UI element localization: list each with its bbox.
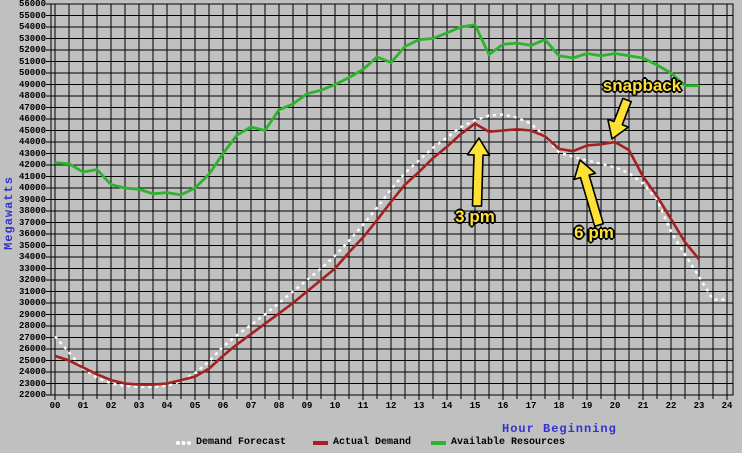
y-tick-label: 43000	[18, 148, 46, 159]
x-tick-label: 19	[581, 401, 593, 411]
annotation-arrow-6-pm	[573, 159, 605, 228]
series-available-resources	[54, 23, 699, 197]
x-tick-label: 10	[329, 401, 341, 411]
y-tick-label: 29000	[18, 309, 46, 320]
y-tick-label: 47000	[18, 102, 46, 113]
y-tick-label: 34000	[18, 252, 46, 262]
annotation-3pm: 3 pm	[455, 207, 495, 226]
y-tick-label: 25000	[18, 355, 46, 366]
y-tick-label: 42000	[18, 160, 46, 170]
y-tick-label: 41000	[18, 171, 46, 182]
y-tick-label: 49000	[18, 79, 46, 90]
x-tick-label: 11	[357, 401, 369, 411]
legend-item-actual-demand: Actual Demand	[313, 437, 411, 448]
x-tick-label: 20	[609, 401, 621, 411]
plot-border	[50, 3, 734, 396]
x-tick-label: 15	[469, 401, 481, 411]
y-tick-label: 48000	[18, 91, 46, 101]
y-tick-label: 37000	[18, 217, 46, 228]
x-tick-label: 07	[245, 401, 257, 411]
y-tick-label: 33000	[18, 263, 46, 274]
y-tick-label: 36000	[18, 229, 46, 239]
x-tick-label: 21	[637, 401, 649, 411]
y-tick-label: 35000	[18, 240, 46, 251]
x-tick-label: 02	[105, 401, 117, 411]
x-tick-label: 24	[721, 401, 733, 411]
y-tick-label: 39000	[18, 194, 46, 205]
y-tick-label: 32000	[18, 275, 46, 285]
x-tick-label: 18	[553, 401, 565, 411]
legend-item-available-resources: Available Resources	[431, 437, 565, 448]
annotation-6pm: 6 pm	[574, 223, 614, 242]
x-tick-label: 13	[413, 401, 425, 411]
x-tick-label: 04	[161, 401, 173, 411]
series-actual-demand	[54, 122, 701, 386]
y-tick-label: 26000	[18, 344, 46, 354]
legend-label-available-resources: Available Resources	[451, 437, 566, 448]
available-resources-swatch	[431, 440, 446, 445]
x-tick-label: 08	[273, 401, 285, 411]
x-tick-label: 06	[217, 401, 229, 411]
y-tick-label: 28000	[18, 321, 46, 331]
demand-forecast-swatch	[176, 440, 191, 445]
y-tick-label: 22000	[18, 390, 46, 400]
y-tick-label: 55000	[18, 10, 46, 21]
annotation-snapback: snapback	[602, 76, 682, 95]
y-tick-label: 30000	[18, 298, 46, 308]
x-tick-label: 01	[77, 401, 89, 411]
x-tick-label: 22	[665, 401, 677, 411]
legend-item-demand-forecast: Demand Forecast	[176, 437, 286, 448]
annotation-arrow-3-pm	[466, 137, 491, 207]
y-tick-label: 54000	[18, 22, 46, 32]
y-tick-label: 56000	[18, 0, 46, 9]
y-tick-label: 23000	[18, 378, 46, 389]
legend-label-actual-demand: Actual Demand	[333, 437, 412, 448]
annotation-arrow-snapback	[606, 97, 633, 140]
y-tick-label: 53000	[18, 33, 46, 44]
y-tick-label: 31000	[18, 286, 46, 297]
y-tick-label: 51000	[18, 56, 46, 67]
x-tick-label: 17	[525, 401, 537, 411]
y-tick-label: 45000	[18, 125, 46, 136]
y-tick-label: 24000	[18, 367, 46, 377]
actual-demand-swatch	[313, 440, 328, 445]
x-tick-label: 23	[693, 401, 705, 411]
legend-label-demand-forecast: Demand Forecast	[196, 437, 287, 448]
x-tick-label: 16	[497, 401, 509, 411]
x-tick-label: 03	[133, 401, 145, 411]
y-tick-label: 40000	[18, 183, 46, 193]
y-tick-label: 50000	[18, 68, 46, 78]
y-tick-label: 44000	[18, 137, 46, 147]
y-tick-label: 52000	[18, 45, 46, 55]
x-tick-label: 09	[301, 401, 313, 411]
y-tick-label: 46000	[18, 114, 46, 124]
x-tick-label: 12	[385, 401, 397, 411]
x-tick-label: 14	[441, 401, 453, 411]
y-tick-label: 27000	[18, 332, 46, 343]
x-tick-label: 00	[49, 401, 61, 411]
x-tick-label: 05	[189, 401, 201, 411]
y-tick-label: 38000	[18, 206, 46, 216]
x-axis-title: Hour Beginning	[502, 422, 617, 436]
